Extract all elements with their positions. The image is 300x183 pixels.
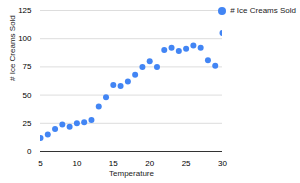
svg-text:30: 30	[218, 159, 227, 168]
svg-text:25: 25	[23, 119, 32, 128]
svg-text:0: 0	[27, 147, 32, 156]
svg-text:# Ice Creams Sold: # Ice Creams Sold	[8, 15, 17, 81]
svg-text:75: 75	[23, 62, 32, 71]
svg-text:50: 50	[23, 91, 32, 100]
svg-text:5: 5	[38, 159, 43, 168]
svg-text:15: 15	[109, 159, 118, 168]
svg-text:20: 20	[145, 159, 154, 168]
svg-text:10: 10	[72, 159, 81, 168]
svg-text:25: 25	[182, 159, 191, 168]
svg-text:Temperature: Temperature	[109, 169, 154, 178]
svg-text:125: 125	[18, 6, 32, 15]
svg-text:100: 100	[18, 34, 32, 43]
html-text:# Ice Creams Sold: # Ice Creams Sold	[230, 6, 296, 15]
